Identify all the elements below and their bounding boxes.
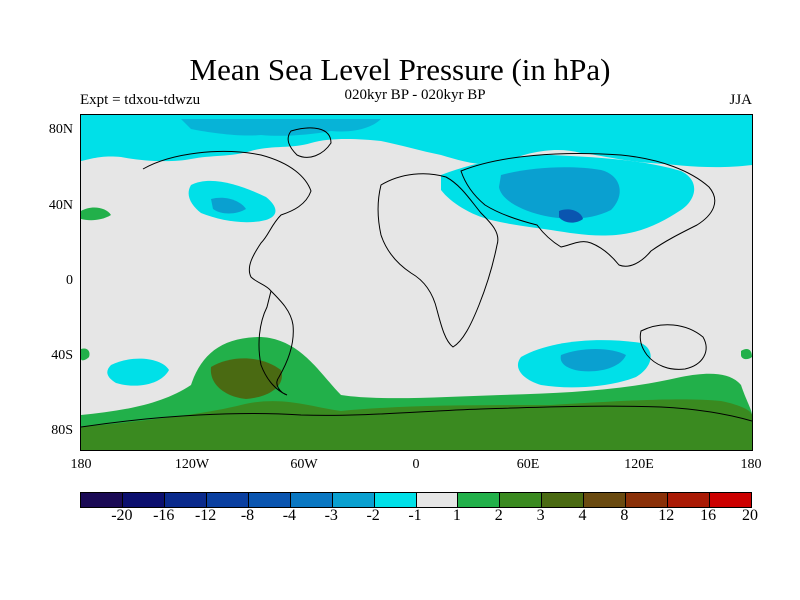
north-america-core (211, 197, 246, 214)
pacific-positive-patch (81, 207, 111, 221)
europe-africa-coast (377, 173, 499, 348)
colorbar-cell (81, 493, 123, 507)
arctic-core (181, 119, 381, 136)
greenland-coast (287, 127, 332, 158)
colorbar-cell (458, 493, 501, 507)
asia-coast (460, 153, 716, 267)
y-label-40n: 40N (48, 198, 73, 213)
colorbar-label: -12 (194, 507, 217, 524)
experiment-label: Expt = tdxou-tdwzu (80, 92, 201, 108)
south-american-sector-max (210, 358, 282, 399)
colorbar-cell (542, 493, 585, 507)
colorbar-label: 12 (658, 507, 675, 524)
colorbar-cell (584, 493, 627, 507)
colorbar-label: 20 (742, 507, 758, 524)
antarctica-coast (81, 405, 752, 428)
antarctic-positive-inner (81, 399, 752, 450)
colorbar-label: 4 (578, 507, 587, 524)
colorbar-label: 8 (620, 507, 629, 524)
x-label-180e: 180 (740, 457, 762, 472)
colorbar-label: -4 (282, 507, 297, 524)
colorbar-label: -20 (111, 507, 133, 524)
x-label-180w: 180 (70, 457, 92, 472)
indian-ocean-core (560, 349, 626, 372)
colorbar-label: -2 (366, 507, 380, 524)
colorbar-cell (248, 493, 291, 507)
colorbar-cell (668, 493, 711, 507)
colorbar-cell (122, 493, 165, 507)
colorbar-label: 1 (452, 507, 461, 524)
colorbar-label: -3 (324, 507, 338, 524)
y-label-80n: 80N (48, 122, 73, 137)
colorbar-label: 2 (494, 507, 503, 524)
tibet-minimum (559, 209, 583, 223)
colorbar-cell (416, 493, 459, 507)
colorbar-label: -1 (408, 507, 422, 524)
colorbar (80, 492, 752, 508)
east-edge-patch (741, 349, 752, 360)
colorbar-cell (710, 493, 751, 507)
colorbar-cell (626, 493, 669, 507)
colorbar-cell (332, 493, 375, 507)
colorbar-label: 3 (536, 507, 545, 524)
x-label-120w: 120W (174, 457, 210, 472)
colorbar-cell (500, 493, 543, 507)
chart-subtitle: 020kyr BP - 020kyr BP (344, 87, 486, 103)
colorbar-label: -16 (153, 507, 175, 524)
eurasia-core (499, 167, 620, 219)
south-america-coast (258, 290, 294, 396)
season-label: JJA (729, 92, 752, 108)
x-label-60w: 60W (290, 457, 318, 472)
x-label-0: 0 (412, 457, 420, 472)
south-pacific-anomaly (107, 358, 169, 386)
west-edge-patch (81, 348, 90, 361)
map-plot-area (80, 114, 753, 451)
colorbar-cell (206, 493, 249, 507)
colorbar-label: -8 (240, 507, 255, 524)
colorbar-label: 16 (700, 507, 717, 524)
x-label-60e: 60E (516, 457, 540, 472)
coastlines (81, 127, 752, 428)
map-svg (81, 115, 752, 450)
y-label-0: 0 (66, 273, 73, 288)
chart-title: Mean Sea Level Pressure (in hPa) (189, 52, 611, 87)
north-america-coast (142, 151, 312, 292)
y-label-40s: 40S (51, 348, 73, 363)
australia-coast (639, 324, 707, 370)
colorbar-cell (374, 493, 417, 507)
x-label-120e: 120E (624, 457, 654, 472)
colorbar-cell (164, 493, 207, 507)
y-label-80s: 80S (51, 423, 73, 438)
colorbar-cell (290, 493, 333, 507)
